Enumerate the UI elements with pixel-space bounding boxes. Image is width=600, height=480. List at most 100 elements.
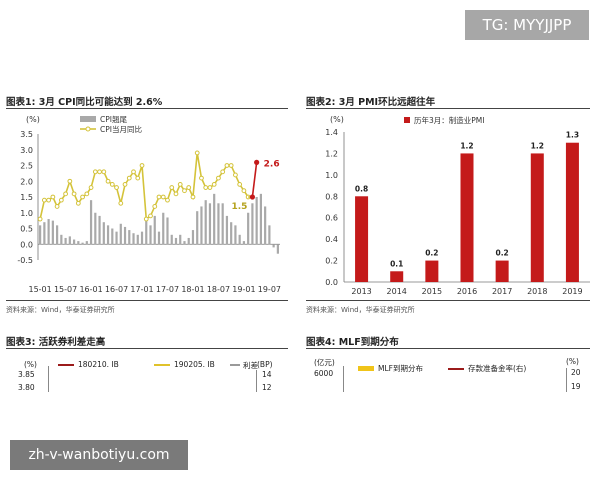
cpi-x-tick: 17-07 [156,285,179,294]
cpi-yoy-point [241,188,247,194]
cpi-tail-bar [153,215,156,245]
pmi-data-label: 1.2 [531,141,544,150]
cpi-y-tick: 0.0 [20,240,33,249]
cpi-yoy-point [67,178,73,184]
cpi-yoy-point [41,197,47,203]
cpi-x-tick: 15-01 [28,285,51,294]
pmi-y-tick: 1.4 [325,128,338,137]
cpi-x-tick: 18-01 [181,285,204,294]
cpi-yoy-point [148,213,153,219]
pmi-data-label: 0.1 [390,259,403,268]
cpi-chart: (%) -0.5 0.0 0.5 1.0 1.5 2.0 2.5 3.0 3.5 1.5 2.6 CPI… [17,115,281,294]
cpi-x-tick: 16-01 [79,285,102,294]
cpi-yoy-point [156,194,162,200]
fig4-right-axis [566,368,567,392]
pmi-y-tick: 0.6 [325,214,338,223]
pmi-y-tick: 1.2 [325,149,338,158]
cpi-tail-bar [251,203,254,245]
pmi-y-tick: 0.0 [325,278,338,287]
cpi-legend-line-label: CPI当月同比 [100,124,142,134]
cpi-yoy-point [122,182,128,187]
fig4-tick-top: 6000 [314,369,334,378]
cpi-yoy-point [139,163,145,168]
fig3-right-tick-top: 14 [262,370,272,379]
cpi-legend-line-marker [85,126,91,132]
cpi-yoy-point [216,175,221,181]
cpi-y-tick: 2.5 [20,162,33,171]
cpi-tail-bar [85,241,88,245]
fig4-right-tick-top: 20 [571,368,581,377]
cpi-tail-bar [208,203,212,245]
cpi-forecast-line [251,162,258,198]
cpi-yoy-point [220,169,226,175]
cpi-tail-bar [72,239,76,245]
cpi-yoy-point [105,178,111,184]
cpi-tail-bar [68,236,71,245]
pmi-x-tick: 2018 [527,287,547,296]
pmi-y-unit: (%) [330,115,344,124]
cpi-yoy-point [177,182,183,187]
fig3-right-unit: (BP) [257,360,273,369]
cpi-yoy-point [50,194,56,200]
cpi-y-tick: 3.0 [20,146,33,155]
cpi-yoy-point [135,175,141,181]
cpi-tail-bar [149,225,152,245]
pmi-data-label: 1.3 [566,131,579,140]
fig3-legend-1: 180210. IB [78,360,119,369]
cpi-yoy-point [228,163,234,168]
cpi-yoy-point [101,169,107,175]
cpi-yoy-point [114,185,119,190]
cpi-legend-bar-swatch [80,116,96,122]
fig4-title-rule [306,348,590,349]
fig3-right-axis [256,370,257,392]
cpi-yoy-point [58,197,64,203]
cpi-yoy-point [131,169,136,175]
fig3-axis [48,366,49,392]
cpi-y-unit: (%) [26,115,40,124]
cpi-yoy-point [190,194,196,200]
fig4-right-unit: (%) [566,357,579,366]
cpi-tail-bar [145,219,148,245]
cpi-tail-bar [170,234,173,245]
cpi-yoy-point [160,194,166,200]
cpi-tail-bar [259,193,262,245]
cpi-tail-bar [140,231,144,245]
cpi-tail-bar [128,230,131,245]
fig3-legend-swatch-2 [154,364,170,366]
cpi-tail-bar [221,203,224,245]
fig3-legend-swatch-3 [230,364,240,366]
cpi-tail-bar [106,225,110,245]
cpi-yoy-point [165,197,170,203]
pmi-y-tick: 0.2 [325,257,338,266]
cpi-tail-bar [47,219,50,245]
cpi-tail-bar [242,241,246,245]
pmi-bar [425,260,439,282]
pmi-y-tick: 0.8 [325,192,338,201]
fig3-tick-top: 3.85 [18,370,35,379]
cpi-yoy-point [46,197,52,203]
cpi-yoy-point [75,200,81,206]
cpi-yoy-point [211,182,217,187]
fig4-axis [343,366,344,392]
fig3-title: 图表3: 活跃券利差走高 [6,337,106,348]
fig2-title: 图表2: 3月 PMI环比远超往年 [306,97,436,108]
cpi-tail-bar [174,237,178,245]
pmi-bar [460,153,474,282]
pmi-chart: (%) 0.0 0.2 0.4 0.6 0.8 1.0 1.2 1.4 历年3月：制造业PMI 0.… [325,115,590,296]
fig1-source: 资料来源：Wind，华泰证券研究所 [6,306,115,314]
cpi-tail-bar [230,222,233,245]
cpi-forecast-start-point [249,194,256,200]
cpi-yoy-point [37,216,43,222]
cpi-tail-bar [136,234,139,245]
cpi-tail-bar [183,241,186,245]
pmi-legend-label: 历年3月：制造业PMI [414,115,484,125]
cpi-yoy-line [39,152,249,221]
cpi-tail-bar [43,222,46,245]
cpi-tail-bar [64,237,67,245]
fig1-bottom-rule [6,300,288,301]
cpi-yoy-point [182,188,187,194]
fig1-title-rule [6,108,288,109]
cpi-yoy-point [173,191,179,197]
cpi-yoy-point [169,185,175,190]
fig3-legend-2: 190205. IB [174,360,215,369]
